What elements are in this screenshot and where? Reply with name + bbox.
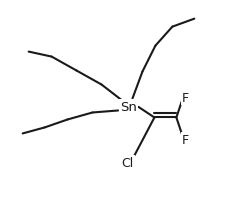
Text: F: F	[182, 92, 189, 104]
Text: Cl: Cl	[121, 156, 134, 169]
Text: F: F	[182, 133, 189, 146]
Text: Sn: Sn	[120, 101, 136, 114]
